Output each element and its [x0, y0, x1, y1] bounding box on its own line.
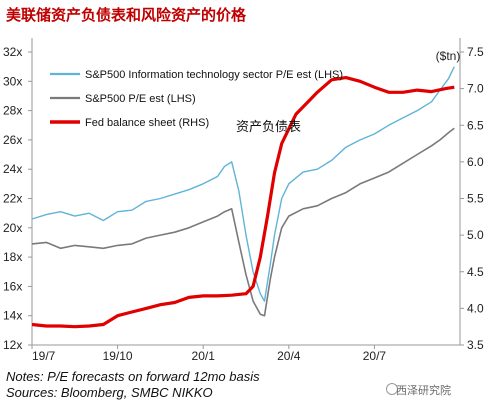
x-tick-label: 20/4 [277, 349, 301, 363]
watermark-logo-icon [386, 383, 398, 395]
right-axis-unit: ($tn) [436, 49, 461, 63]
left-tick-label: 18x [3, 250, 22, 264]
left-tick-label: 14x [3, 309, 22, 323]
left-tick-label: 12x [3, 338, 22, 352]
right-tick-label: 6.0 [467, 155, 484, 169]
series-lines [31, 66, 455, 329]
legend-label: S&P500 P/E est (LHS) [85, 93, 196, 105]
legend: S&P500 Information technology sector P/E… [50, 69, 343, 129]
right-tick-label: 6.5 [467, 118, 484, 132]
left-tick-label: 24x [3, 162, 22, 176]
right-axis: 3.5 4.0 4.5 5.0 5.5 6.0 6.5 7.0 7.5 [460, 45, 484, 352]
right-tick-label: 7.5 [467, 45, 484, 59]
left-tick-label: 20x [3, 221, 22, 235]
series-fed-balance-line [31, 76, 455, 329]
left-axis: 12x 14x 16x 18x 20x 22x 24x 26x 28x 30x 32x [3, 45, 32, 352]
left-tick-label: 28x [3, 104, 22, 118]
watermark-text: 西泽研究院 [396, 384, 451, 397]
legend-label: Fed balance sheet (RHS) [85, 117, 209, 129]
left-tick-label: 32x [3, 45, 22, 59]
series-it-pe-line [31, 66, 455, 302]
annotation-balance-sheet: 资产负债表 [236, 120, 301, 135]
right-tick-label: 3.5 [467, 338, 484, 352]
x-tick-label: 19/10 [103, 349, 133, 363]
x-tick-label: 19/7 [32, 349, 56, 363]
page-title: 美联储资产负债表和风险资产的价格 [6, 6, 247, 24]
left-tick-label: 16x [3, 279, 22, 293]
right-tick-label: 7.0 [467, 82, 484, 96]
right-tick-label: 5.5 [467, 192, 484, 206]
notes-line-2: Sources: Bloomberg, SMBC NIKKO [6, 385, 213, 400]
right-tick-label: 5.0 [467, 228, 484, 242]
legend-label: S&P500 Information technology sector P/E… [85, 69, 343, 81]
right-tick-label: 4.0 [467, 301, 484, 315]
x-axis: 19/7 19/10 20/1 20/4 20/7 [31, 345, 387, 363]
x-tick-label: 20/7 [363, 349, 387, 363]
x-tick-label: 20/1 [192, 349, 216, 363]
left-tick-label: 26x [3, 133, 22, 147]
left-tick-label: 30x [3, 74, 22, 88]
left-tick-label: 22x [3, 192, 22, 206]
notes: Notes: P/E forecasts on forward 12mo bas… [6, 369, 260, 401]
notes-line-1: Notes: P/E forecasts on forward 12mo bas… [6, 369, 260, 384]
series-sp500-pe-line [31, 127, 455, 317]
right-tick-label: 4.5 [467, 265, 484, 279]
